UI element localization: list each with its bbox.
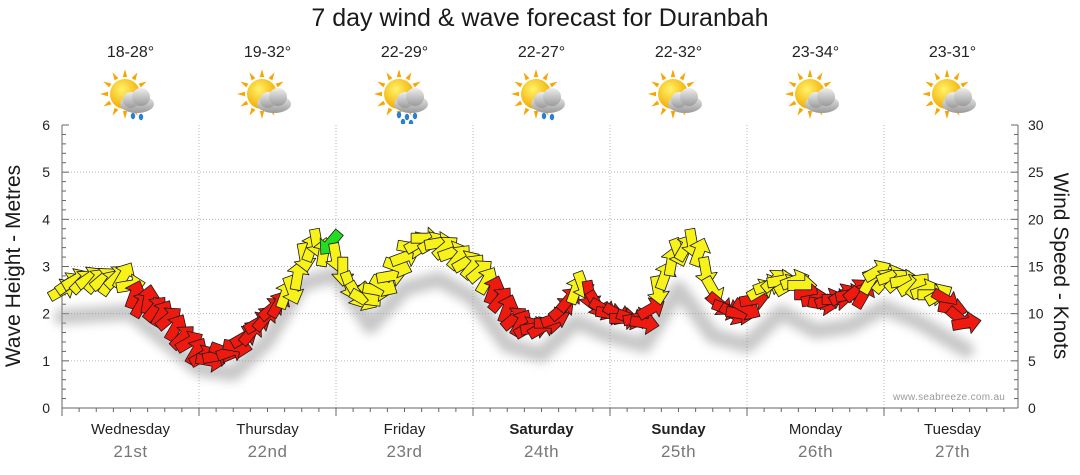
y-left-tick-label: 0 <box>42 400 50 416</box>
y-left-tick-label: 1 <box>42 353 50 369</box>
y-right-tick-label: 15 <box>1028 259 1044 275</box>
watermark: www.seabreeze.com.au <box>893 392 1006 403</box>
y-right-tick-label: 20 <box>1028 211 1044 227</box>
day-name-label: Wednesday <box>91 421 170 438</box>
day-date-label: 26th <box>797 442 834 461</box>
wind-arrow-yellow <box>647 275 670 306</box>
day-date-label: 24th <box>523 442 560 461</box>
sun-cloud-light-rain-icon <box>510 69 574 124</box>
y-right-tick-label: 25 <box>1028 164 1044 180</box>
sun-cloud-icon <box>921 69 985 124</box>
day-name-label: Friday <box>383 421 426 438</box>
y-left-tick-label: 3 <box>42 259 50 275</box>
day-name-label: Sunday <box>651 421 706 438</box>
wave-height-line <box>54 266 975 382</box>
wind-arrow-red <box>636 297 665 321</box>
day-name-label: Monday <box>788 421 843 438</box>
chart-title: 7 day wind & wave forecast for Duranbah <box>311 4 769 32</box>
day-name-label: Saturday <box>509 421 574 438</box>
y-right-tick-label: 0 <box>1028 400 1036 416</box>
day-date-label: 27th <box>934 442 971 461</box>
sun-cloud-icon <box>236 69 300 124</box>
y-right-tick-label: 10 <box>1028 306 1044 322</box>
wind-arrow-red <box>629 312 660 335</box>
day-date-label: 22nd <box>247 442 288 461</box>
sun-cloud-icon <box>784 69 848 124</box>
sun-cloud-icon <box>647 69 711 124</box>
y-right-tick-label: 30 <box>1028 117 1044 133</box>
temperature-range: 22-27° <box>517 44 566 61</box>
temperature-range: 23-34° <box>791 44 840 61</box>
day-name-label: Thursday <box>236 421 299 438</box>
day-date-label: 23rd <box>386 442 423 461</box>
y-left-tick-label: 5 <box>42 164 50 180</box>
y-left-tick-label: 6 <box>42 117 50 133</box>
wind-arrows <box>46 226 982 373</box>
day-name-label: Tuesday <box>924 421 981 438</box>
wind-arrow-yellow <box>474 267 499 296</box>
y-right-tick-label: 5 <box>1028 353 1036 369</box>
wave-height-shadow <box>54 266 975 382</box>
sun-cloud-rain-icon <box>373 69 437 127</box>
y-left-tick-label: 2 <box>42 306 50 322</box>
temperature-range: 22-32° <box>654 44 703 61</box>
day-date-label: 21st <box>113 442 148 461</box>
day-date-label: 25th <box>660 442 697 461</box>
wind-arrow-red <box>951 311 982 334</box>
temperature-range: 19-32° <box>243 44 292 61</box>
temperature-range: 22-29° <box>380 44 429 61</box>
y-left-tick-label: 4 <box>42 211 50 227</box>
wind-arrow-yellow <box>368 273 398 297</box>
temperature-range: 18-28° <box>106 44 155 61</box>
sun-cloud-light-rain-icon <box>99 69 163 124</box>
temperature-range: 23-31° <box>928 44 977 61</box>
